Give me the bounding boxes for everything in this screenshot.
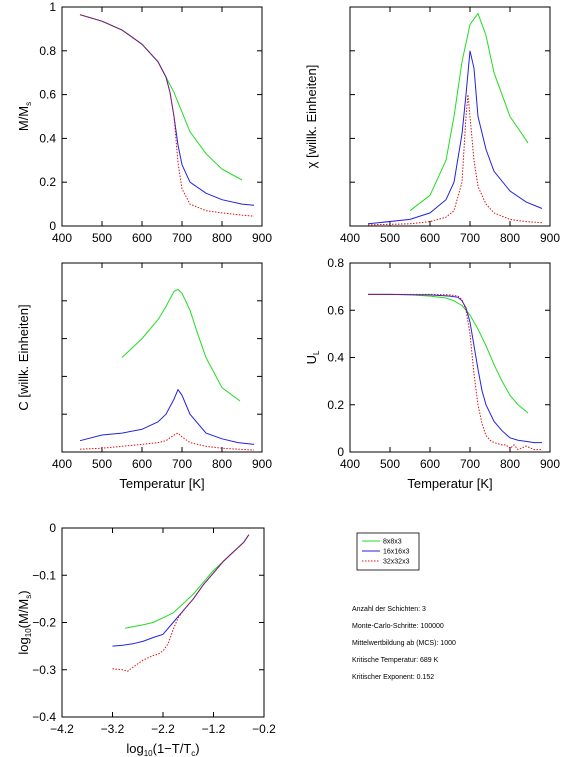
x-axis-label: log10(1−T/Tc) bbox=[126, 741, 199, 757]
y-tick-label: 0.6 bbox=[39, 88, 56, 102]
plot-frame bbox=[349, 262, 551, 453]
series-line-8x8x3 bbox=[368, 293, 529, 414]
plot-frame bbox=[61, 262, 263, 453]
x-tick-label: 800 bbox=[500, 231, 520, 245]
y-axis-label: χ [willk. Einheiten] bbox=[304, 65, 319, 169]
x-tick-label: 900 bbox=[540, 457, 560, 471]
x-tick-label: 400 bbox=[52, 457, 72, 471]
x-tick-label: 900 bbox=[252, 457, 272, 471]
series-line-16x16x3 bbox=[79, 14, 255, 206]
x-tick-label: 700 bbox=[172, 457, 192, 471]
y-tick-label: 0.2 bbox=[327, 398, 344, 412]
plot-chi: 400 500 600 700 800 900 χ [willk. Einheiten] bbox=[304, 6, 560, 245]
x-tick-label: −1.2 bbox=[202, 722, 226, 736]
series-line-8x8x3 bbox=[125, 534, 250, 629]
series-line-8x8x3 bbox=[409, 12, 529, 212]
x-tick-label: −4.2 bbox=[50, 722, 74, 736]
x-tick-label: 500 bbox=[380, 457, 400, 471]
y-tick-label: 0.8 bbox=[327, 256, 344, 270]
legend-label: 32x32x3 bbox=[383, 559, 410, 566]
y-axis-label: UL bbox=[304, 350, 321, 364]
y-tick-label: 0 bbox=[337, 445, 344, 459]
info-line: Mittelwertbildung ab (MCS): 1000 bbox=[352, 640, 456, 647]
series-line-16x16x3 bbox=[367, 50, 543, 225]
x-tick-label: 600 bbox=[420, 457, 440, 471]
y-tick-label: 0.8 bbox=[39, 44, 56, 58]
series-line-8x8x3 bbox=[79, 14, 243, 181]
x-tick-label: 800 bbox=[212, 457, 232, 471]
info-line: Kritische Temperatur: 689 K bbox=[352, 657, 439, 664]
info-block: Anzahl der Schichten: 3 Monte-Carlo-Schr… bbox=[352, 606, 456, 681]
x-tick-label: 800 bbox=[500, 457, 520, 471]
x-tick-label: −0.2 bbox=[252, 722, 276, 736]
y-tick-label: 0.6 bbox=[327, 303, 344, 317]
y-tick-label: 0.2 bbox=[39, 175, 56, 189]
x-tick-label: −2.2 bbox=[151, 722, 175, 736]
plot-frame bbox=[61, 527, 265, 718]
plots-layer: 400 500 600 700 800 900 0 0.2 0.4 0.6 0.8 1 M/Ms 400 5… bbox=[16, 0, 560, 757]
series-line-32x32x3 bbox=[79, 432, 255, 451]
x-axis-label: Temperatur [K] bbox=[407, 476, 492, 491]
series-line-32x32x3 bbox=[367, 94, 543, 226]
x-tick-label: 700 bbox=[460, 457, 480, 471]
x-tick-label: 700 bbox=[460, 231, 480, 245]
y-tick-label: 0 bbox=[49, 521, 56, 535]
series-line-16x16x3 bbox=[368, 293, 542, 444]
y-tick-label: 0 bbox=[49, 219, 56, 233]
series-line-16x16x3 bbox=[79, 388, 255, 445]
plot-frame bbox=[61, 6, 263, 227]
y-axis-label: M/Ms bbox=[16, 102, 33, 131]
plot-frame bbox=[349, 6, 551, 227]
x-tick-label: 500 bbox=[92, 457, 112, 471]
series-line-8x8x3 bbox=[121, 288, 241, 402]
plot-loglog: −4.2 −3.2 −2.2 −1.2 −0.2 −0.4 −0.3 −0.2 −0.1 0 log… bbox=[16, 521, 276, 757]
x-tick-label: 400 bbox=[340, 457, 360, 471]
legend-label: 16x16x3 bbox=[383, 549, 410, 556]
x-tick-label: −3.2 bbox=[101, 722, 125, 736]
x-axis-label: Temperatur [K] bbox=[119, 476, 204, 491]
y-tick-label: 0.4 bbox=[327, 351, 344, 365]
y-tick-label: −0.2 bbox=[32, 616, 56, 630]
info-line: Kritischer Exponent: 0.152 bbox=[352, 674, 434, 681]
x-tick-label: 700 bbox=[172, 231, 192, 245]
x-tick-label: 600 bbox=[132, 231, 152, 245]
series-line-16x16x3 bbox=[112, 534, 250, 647]
x-tick-label: 900 bbox=[252, 231, 272, 245]
info-line: Anzahl der Schichten: 3 bbox=[352, 606, 426, 613]
x-tick-label: 400 bbox=[52, 231, 72, 245]
legend: 8x8x3 16x16x3 32x32x3 bbox=[356, 532, 420, 571]
series-line-32x32x3 bbox=[79, 14, 255, 217]
series-line-32x32x3 bbox=[112, 534, 250, 672]
x-tick-label: 900 bbox=[540, 231, 560, 245]
plot-mag: 400 500 600 700 800 900 0 0.2 0.4 0.6 0.8 1 M/Ms bbox=[16, 0, 272, 245]
y-axis-label: C [willk. Einheiten] bbox=[16, 304, 31, 410]
y-tick-label: 0.4 bbox=[39, 131, 56, 145]
y-tick-label: −0.3 bbox=[32, 663, 56, 677]
plot-binder: 400 500 600 700 800 900 0 0.2 0.4 0.6 0.8 UL Tempera… bbox=[304, 256, 560, 491]
x-tick-label: 500 bbox=[92, 231, 112, 245]
info-line: Monte-Carlo-Schritte: 100000 bbox=[352, 623, 444, 630]
series-line-32x32x3 bbox=[368, 293, 542, 451]
y-tick-label: 1 bbox=[49, 0, 56, 14]
y-axis-label: log10(M/Ms) bbox=[16, 590, 33, 654]
x-tick-label: 800 bbox=[212, 231, 232, 245]
x-tick-label: 400 bbox=[340, 231, 360, 245]
x-tick-label: 600 bbox=[420, 231, 440, 245]
legend-items: 8x8x3 16x16x3 32x32x3 bbox=[362, 539, 410, 566]
x-tick-label: 600 bbox=[132, 457, 152, 471]
y-tick-label: −0.4 bbox=[32, 710, 56, 724]
legend-label: 8x8x3 bbox=[383, 539, 402, 546]
x-tick-label: 500 bbox=[380, 231, 400, 245]
y-tick-label: −0.1 bbox=[32, 568, 56, 582]
plot-heat: 400 500 600 700 800 900 C [willk. Einheiten] Te… bbox=[16, 262, 272, 491]
